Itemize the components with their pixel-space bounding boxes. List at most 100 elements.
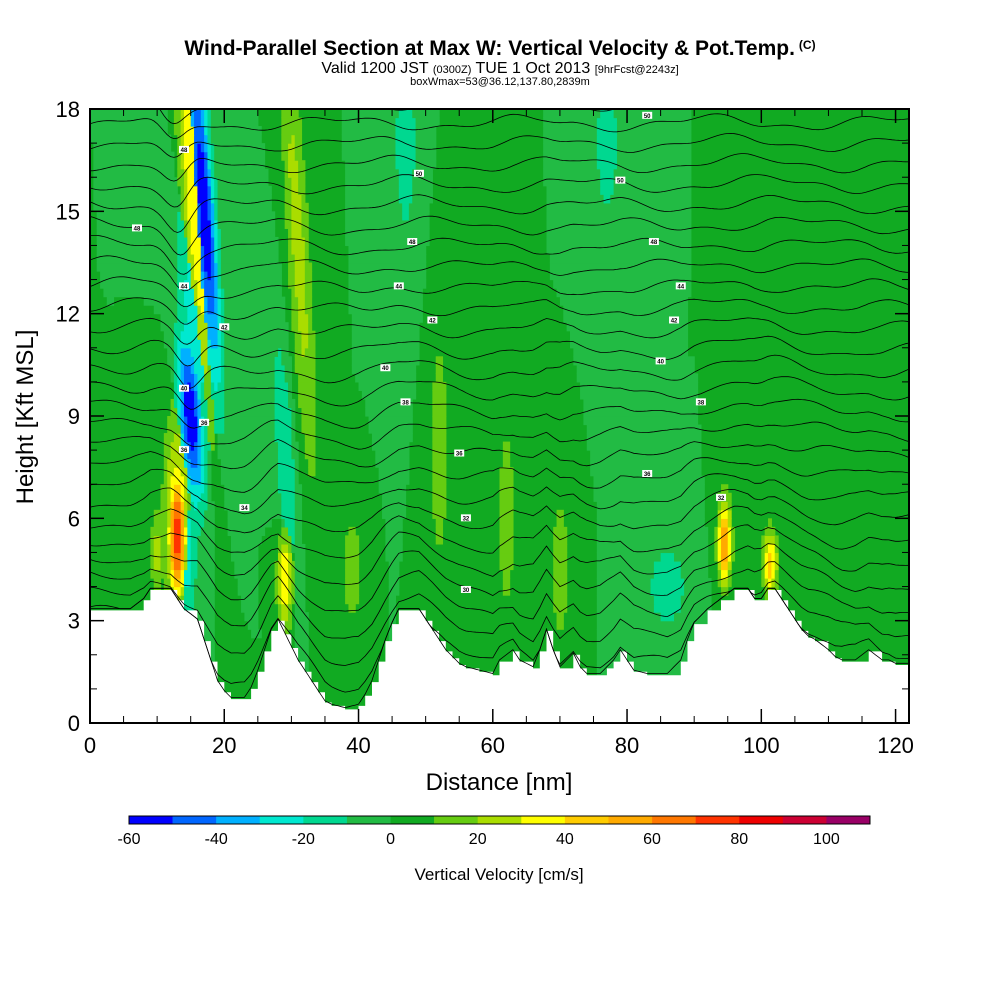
w-cell — [553, 569, 568, 579]
w-cell — [204, 117, 209, 127]
w-cell — [210, 202, 215, 212]
w-cell — [415, 134, 437, 144]
w-cell — [345, 194, 400, 204]
w-cell — [345, 586, 360, 596]
w-cell — [731, 535, 736, 545]
w-cell — [187, 245, 192, 255]
w-cell — [408, 202, 430, 212]
w-cell — [288, 262, 296, 272]
w-cell — [368, 424, 413, 434]
w-cell — [214, 202, 219, 212]
w-cell — [227, 509, 282, 519]
w-cell — [596, 552, 662, 562]
w-cell — [301, 347, 306, 357]
w-cell — [204, 518, 215, 528]
w-cell — [274, 373, 286, 383]
w-cell — [573, 356, 695, 366]
w-cell — [291, 450, 299, 460]
w-cell — [432, 441, 447, 451]
w-cell — [593, 492, 705, 502]
w-cell — [281, 518, 286, 528]
w-cell — [546, 245, 692, 255]
w-cell — [224, 424, 276, 434]
w-cell — [200, 211, 209, 221]
w-cell — [190, 381, 195, 392]
w-cell — [291, 313, 299, 323]
w-cell — [207, 160, 212, 170]
contour-label: 38 — [695, 398, 706, 406]
w-cell — [731, 526, 736, 536]
w-cell — [200, 117, 205, 127]
w-cell — [194, 288, 199, 298]
w-cell — [180, 151, 185, 161]
w-cell — [190, 612, 215, 622]
w-cell — [197, 313, 205, 323]
w-cell — [546, 228, 692, 238]
w-cell — [177, 168, 185, 178]
contour-label-box — [655, 357, 666, 365]
w-cell — [217, 211, 276, 221]
w-cell — [190, 492, 202, 502]
w-cell — [345, 160, 397, 170]
w-cell — [277, 458, 296, 468]
w-cell — [204, 441, 212, 451]
w-cell — [596, 535, 709, 545]
w-cell — [217, 202, 272, 212]
w-cell — [355, 373, 417, 383]
theta-contour — [90, 132, 909, 158]
w-cell — [291, 569, 296, 579]
w-cell — [173, 509, 182, 519]
w-cell — [177, 160, 182, 170]
w-cell — [194, 160, 199, 170]
w-cell — [204, 279, 215, 289]
w-cell — [207, 168, 212, 178]
theta-contour — [90, 174, 909, 208]
w-cell — [596, 134, 618, 144]
w-cell — [432, 407, 447, 417]
w-cell — [301, 202, 309, 212]
w-cell — [277, 467, 296, 477]
w-cell — [207, 450, 212, 460]
w-cell — [341, 134, 397, 144]
w-cell — [180, 484, 185, 494]
w-cell — [432, 424, 447, 434]
w-cell — [200, 467, 205, 477]
w-cell — [170, 501, 175, 511]
w-cell — [197, 211, 202, 221]
w-cell — [281, 595, 289, 605]
w-cell — [207, 458, 212, 468]
contour-label-box — [219, 323, 230, 331]
w-cell — [727, 518, 732, 528]
w-cell — [194, 151, 199, 161]
w-cell — [177, 347, 182, 357]
contour-label-box — [695, 398, 706, 406]
colorbar-tick-label: 60 — [643, 831, 661, 848]
w-cell — [197, 143, 202, 153]
theta-contour — [90, 451, 909, 493]
w-cell — [183, 450, 188, 460]
w-cell — [214, 416, 225, 426]
w-cell — [150, 560, 155, 571]
w-cell — [415, 143, 437, 153]
w-cell — [190, 347, 202, 357]
w-cell — [345, 177, 400, 187]
w-cell — [432, 433, 447, 443]
w-cell — [180, 595, 185, 605]
w-cell — [180, 211, 185, 221]
w-cell — [721, 560, 729, 571]
colorbar-swatch — [826, 816, 871, 824]
w-cell — [217, 441, 279, 451]
w-cell — [774, 535, 779, 545]
w-cell — [197, 288, 205, 298]
w-cell — [435, 364, 444, 374]
w-cell — [173, 126, 182, 136]
w-cell — [291, 211, 303, 221]
w-cell — [190, 228, 199, 238]
w-cell — [596, 126, 618, 136]
w-cell — [173, 552, 182, 562]
w-cell — [543, 151, 598, 161]
w-cell — [224, 373, 276, 383]
w-cell — [160, 560, 168, 571]
w-cell — [382, 501, 407, 511]
contour-label: 44 — [178, 282, 189, 290]
